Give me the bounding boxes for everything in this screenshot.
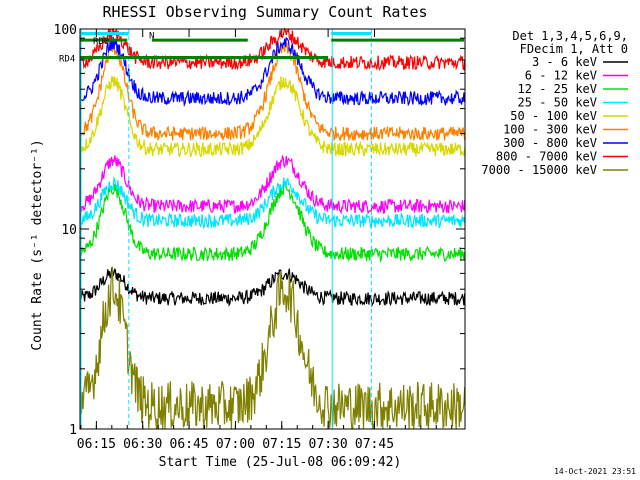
rd0-label: RD0 xyxy=(93,37,109,47)
legend-label-7: 800 - 7000 keV xyxy=(496,150,597,164)
rd4-label: RD4 xyxy=(59,55,75,65)
footer-timestamp: 14-Oct-2021 23:51 xyxy=(554,467,636,476)
series-line-0 xyxy=(79,267,466,308)
series-line-6 xyxy=(79,36,466,108)
legend-header-1: Det 1,3,4,5,6,9, xyxy=(512,29,628,43)
x-tick-label-1: 06:30 xyxy=(123,437,162,452)
x-tick-label-0: 06:15 xyxy=(77,437,116,452)
y-axis: 1 10 100 xyxy=(54,23,465,438)
legend-label-3: 25 - 50 keV xyxy=(518,96,597,110)
series-line-5 xyxy=(79,41,466,142)
y-tick-label-1: 10 xyxy=(61,223,77,238)
x-tick-label-6: 07:45 xyxy=(355,437,394,452)
x-tick-label-2: 06:45 xyxy=(170,437,209,452)
legend-label-4: 50 - 100 keV xyxy=(510,109,597,123)
x-tick-label-5: 07:30 xyxy=(309,437,348,452)
y-axis-label: Count Rate (s⁻¹ detector⁻¹) xyxy=(30,139,45,350)
x-axis: 06:15 06:30 06:45 07:00 07:15 07:30 07:45 xyxy=(77,29,453,452)
legend-label-6: 300 - 800 keV xyxy=(503,136,597,150)
chart-title: RHESSI Observing Summary Count Rates xyxy=(102,3,427,21)
legend-label-5: 100 - 300 keV xyxy=(503,123,597,137)
series-line-8 xyxy=(79,266,466,430)
x-tick-label-4: 07:15 xyxy=(262,437,301,452)
series-group xyxy=(79,27,466,430)
legend-label-2: 12 - 25 keV xyxy=(518,82,597,96)
markers-group: RD0 RD4 N xyxy=(59,29,465,429)
y-tick-label-0: 1 xyxy=(69,423,77,438)
legend-label-1: 6 - 12 keV xyxy=(525,69,597,83)
x-axis-label: Start Time (25-Jul-08 06:09:42) xyxy=(159,455,402,470)
legend-header-2: FDecim 1, Att 0 xyxy=(520,42,628,56)
y-tick-label-2: 100 xyxy=(54,23,77,38)
legend-label-0: 3 - 6 keV xyxy=(532,55,597,69)
series-line-2 xyxy=(79,180,466,263)
series-line-4 xyxy=(79,76,466,158)
series-line-1 xyxy=(79,154,466,215)
x-tick-label-3: 07:00 xyxy=(216,437,255,452)
night-label: N xyxy=(149,31,154,41)
legend-label-8: 7000 - 15000 keV xyxy=(481,163,597,177)
series-line-3 xyxy=(79,176,466,230)
